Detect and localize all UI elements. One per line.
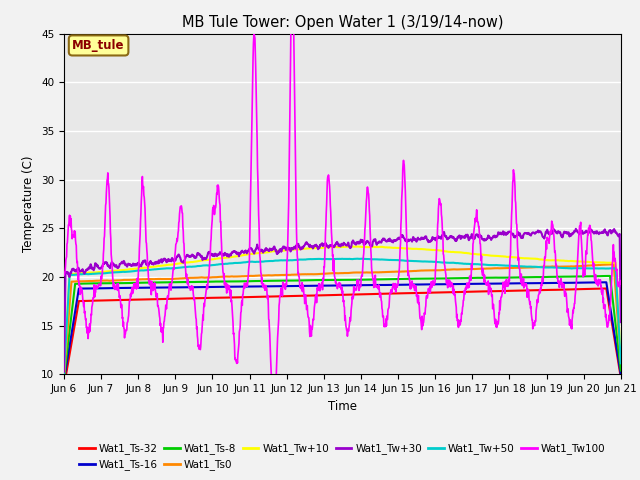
Text: MB_tule: MB_tule [72,39,125,52]
Y-axis label: Temperature (C): Temperature (C) [22,156,35,252]
Title: MB Tule Tower: Open Water 1 (3/19/14-now): MB Tule Tower: Open Water 1 (3/19/14-now… [182,15,503,30]
X-axis label: Time: Time [328,400,357,413]
Legend: Wat1_Ts-32, Wat1_Ts-16, Wat1_Ts-8, Wat1_Ts0, Wat1_Tw+10, Wat1_Tw+30, Wat1_Tw+50,: Wat1_Ts-32, Wat1_Ts-16, Wat1_Ts-8, Wat1_… [75,439,610,475]
